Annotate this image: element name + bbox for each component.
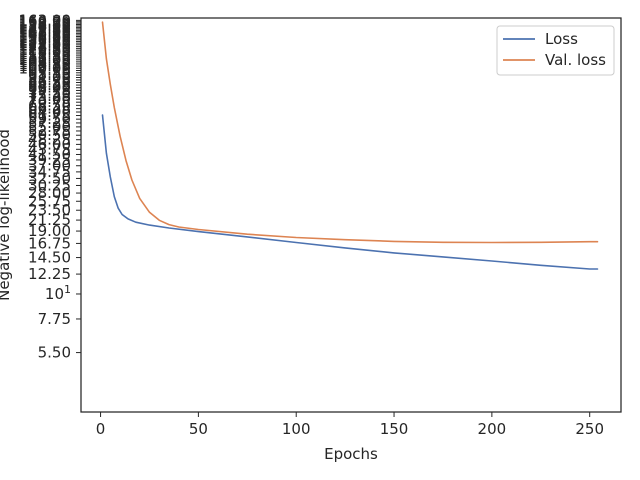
series-line-0 [101, 114, 599, 270]
x-tick-label: 100 [282, 420, 311, 438]
y-tick-label: 7.75 [38, 310, 71, 328]
y-tick-label: 145.00 [19, 23, 72, 41]
y-tick-label: 48.25 [28, 131, 71, 149]
y-tick-label: 133.75 [19, 31, 72, 49]
y-tick-label: 84.25 [28, 76, 71, 94]
y-tick-label: 91.00 [28, 69, 71, 87]
y-tick-label: 73.00 [28, 90, 71, 108]
y-tick-label: 77.50 [28, 84, 71, 102]
x-tick-label: 150 [380, 420, 409, 438]
y-tick-label: 136.00 [19, 29, 72, 47]
y-tick-label: 163.00 [19, 11, 72, 29]
y-tick-label: 16.75 [28, 234, 71, 252]
y-tick-label: 52.75 [28, 122, 71, 140]
y-tick-label: 82.00 [28, 79, 71, 97]
y-tick-label: 97.75 [28, 62, 71, 80]
y-tick-label: 57.25 [28, 114, 71, 132]
y-tick-label: 122.50 [19, 39, 72, 57]
y-tick-label: 34.75 [28, 163, 71, 181]
y-tick-label: 104.50 [19, 55, 72, 73]
y-tick-label: 68.50 [28, 96, 71, 114]
y-tick-label: 88.75 [28, 71, 71, 89]
y-tick-label: 151.75 [19, 18, 72, 36]
y-tick-label: 109.00 [19, 51, 72, 69]
x-tick-label: 250 [575, 420, 604, 438]
y-tick-label: 113.50 [19, 47, 72, 65]
y-tick-label: 41.50 [28, 145, 71, 163]
y-tick-label: 19.00 [28, 222, 71, 240]
y-tick-label: 14.50 [28, 249, 71, 267]
y-tick-label: 106.75 [19, 53, 72, 71]
plot-series [101, 21, 599, 270]
y-tick-label: 66.25 [28, 100, 71, 118]
plot-frame [80, 17, 622, 413]
x-tick-label: 200 [478, 420, 507, 438]
y-tick-label: 95.50 [28, 64, 71, 82]
y-tick-label: 46.00 [28, 135, 71, 153]
y-tick-label: 118.00 [19, 43, 72, 61]
y-tick-label: 102.25 [19, 57, 72, 75]
y-tick-label: 156.25 [19, 16, 72, 34]
y-tick-label: 147.25 [19, 21, 72, 39]
y-tick-label: 124.75 [19, 38, 72, 56]
y-tick-label: 61.75 [28, 107, 71, 125]
y-tick-label: 100.00 [19, 59, 72, 77]
y-axis-label: Negative log-likelihood [0, 129, 13, 301]
y-tick-label: 32.50 [28, 169, 71, 187]
y-tick-label: 93.25 [28, 66, 71, 84]
y-tick-label: 115.75 [19, 45, 72, 63]
x-axis-label: Epochs [324, 445, 378, 463]
y-tick-label: 28.00 [28, 184, 71, 202]
y-tick-label: 149.50 [19, 20, 72, 38]
x-tick-label: 0 [96, 420, 106, 438]
y-tick-label: 160.75 [19, 13, 72, 31]
y-tick-label: 39.25 [28, 151, 71, 169]
y-tick-label: 5.50 [38, 344, 71, 362]
y-tick-label: 129.25 [19, 34, 72, 52]
y-tick-label: 127.00 [19, 36, 72, 54]
y-tick-label: 37.00 [28, 157, 71, 175]
y-tick-label: 12.25 [28, 265, 71, 283]
y-tick-label: 140.50 [19, 26, 72, 44]
series-line-1 [101, 21, 599, 244]
y-tick-label: 59.50 [28, 110, 71, 128]
legend-label: Val. loss [545, 51, 606, 69]
y-tick-label: 131.50 [19, 32, 72, 50]
y-tick-label: 70.75 [28, 93, 71, 111]
y-tick-label: 101 [45, 283, 71, 303]
y-tick-label: 154.00 [19, 17, 72, 35]
y-tick-label: 64.00 [28, 103, 71, 121]
x-axis: 0 50 100 150 200 250 [96, 412, 604, 438]
legend-label: Loss [545, 30, 578, 48]
y-tick-label: 138.25 [19, 28, 72, 46]
x-tick-label: 50 [189, 420, 208, 438]
y-tick-label: 75.25 [28, 87, 71, 105]
y-tick-label: 23.50 [28, 201, 71, 219]
y-tick-label: 158.50 [19, 14, 72, 32]
y-tick-label: 43.75 [28, 140, 71, 158]
y-tick-label: 50.50 [28, 126, 71, 144]
y-tick-label: 120.25 [19, 41, 72, 59]
y-tick-label: 79.75 [28, 81, 71, 99]
y-axis: 5.50 7.75 10112.2514.5016.7519.0021.2523.5… [19, 11, 81, 362]
y-tick-label: 111.25 [19, 49, 72, 67]
y-tick-label: 25.75 [28, 192, 71, 210]
y-tick-label: 55.00 [28, 118, 71, 136]
y-tick-label: 86.50 [28, 73, 71, 91]
legend: Loss Val. loss [496, 25, 615, 76]
y-tick-label: 30.25 [28, 176, 71, 194]
y-tick-label: 142.75 [19, 24, 72, 42]
y-tick-label: 21.25 [28, 211, 71, 229]
